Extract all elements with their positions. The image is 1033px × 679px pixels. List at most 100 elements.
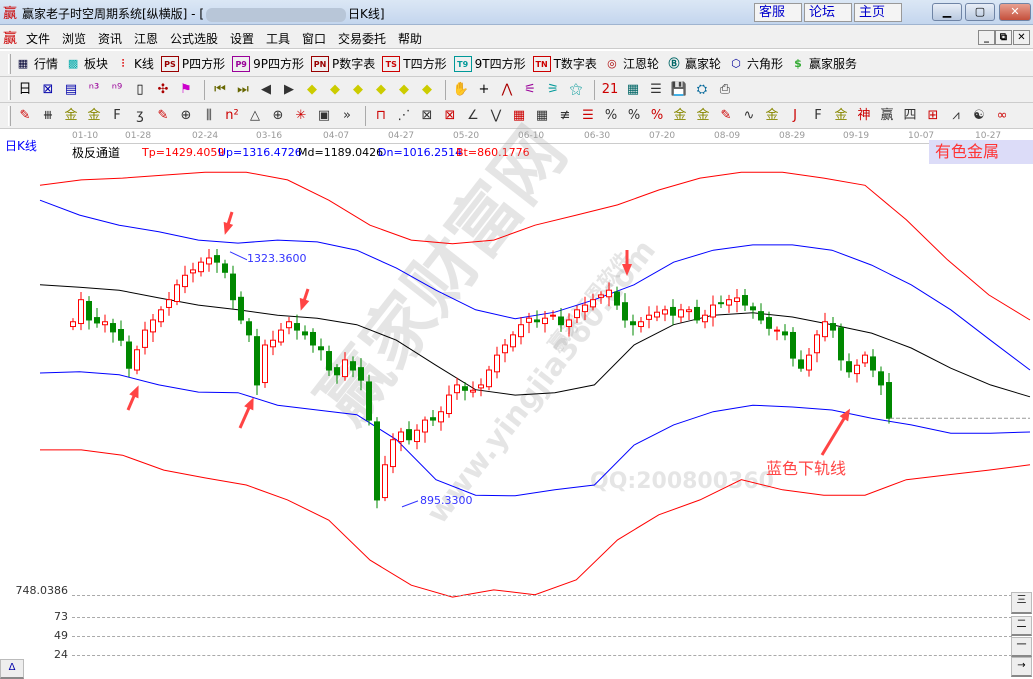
menu-trade[interactable]: 交易委托: [338, 32, 387, 46]
pane-two-button[interactable]: 二: [1011, 616, 1032, 636]
fan1-icon[interactable]: ⋰: [397, 107, 411, 123]
candle-type-icon[interactable]: ▯: [136, 81, 144, 97]
bars-icon[interactable]: ⫼: [206, 107, 212, 123]
customer-service-button[interactable]: 客服: [754, 3, 802, 22]
trend-icon[interactable]: ⩘: [952, 107, 960, 123]
network-icon[interactable]: ⛭: [696, 81, 708, 97]
menu-settings[interactable]: 设置: [230, 32, 255, 46]
pct2-icon[interactable]: %: [627, 107, 641, 123]
gold2-icon[interactable]: 金: [87, 107, 101, 123]
prev-icon[interactable]: ◀: [261, 81, 271, 97]
draw1-icon[interactable]: ⚟: [524, 81, 536, 97]
menu-news[interactable]: 资讯: [98, 32, 123, 46]
toolbar-item-quote-table[interactable]: ▦ 行情: [15, 55, 58, 72]
diamond-right-icon[interactable]: ◆: [330, 81, 340, 97]
diamond-v-icon[interactable]: ◆: [422, 81, 432, 97]
toolbar-item-big-wheel[interactable]: Ⓑ 赢家轮: [666, 55, 721, 72]
pen3-icon[interactable]: ✎: [720, 107, 732, 123]
calendar-icon[interactable]: 21: [601, 81, 619, 97]
flag-icon[interactable]: ⚑: [180, 81, 192, 97]
triangle-icon[interactable]: △: [250, 107, 260, 123]
toolbar-item-candlestick[interactable]: ⫶ K线: [115, 55, 154, 72]
next-icon[interactable]: ▶: [284, 81, 294, 97]
hatch-icon[interactable]: ≢: [559, 107, 571, 123]
f2-icon[interactable]: F: [814, 107, 822, 123]
spiral-icon[interactable]: ʒ: [136, 107, 144, 123]
period9-icon[interactable]: ⁿ⁹: [111, 81, 123, 97]
arrow-right-button[interactable]: →: [1011, 657, 1032, 677]
gold6-icon[interactable]: 金: [834, 107, 848, 123]
toolbar-item-ps[interactable]: PS P四方形: [160, 55, 225, 72]
line-icon[interactable]: ⋀: [501, 81, 513, 97]
fan2-icon[interactable]: ⊠: [421, 107, 433, 123]
mdi-minimize-button[interactable]: _: [978, 30, 995, 45]
grid3-icon[interactable]: ▦: [535, 107, 549, 123]
maximize-button[interactable]: ▢: [965, 3, 995, 21]
list-icon[interactable]: ☰: [650, 81, 662, 97]
circle-icon[interactable]: ⊕: [180, 107, 192, 123]
delta-button[interactable]: Δ: [0, 659, 24, 679]
target-icon[interactable]: ⊕: [272, 107, 284, 123]
box-icon[interactable]: ⊓: [375, 107, 387, 123]
infinity-icon[interactable]: ∞: [996, 107, 1008, 123]
shen-icon[interactable]: 神: [857, 107, 871, 123]
draw2-icon[interactable]: ⚞: [547, 81, 559, 97]
toolbar-item-hexagon[interactable]: ⬡ 六角形: [728, 55, 783, 72]
fan3-icon[interactable]: ⊠: [444, 107, 456, 123]
f-icon[interactable]: F: [113, 107, 121, 123]
toolbar-item-gann-wheel[interactable]: ◎ 江恩轮: [604, 55, 659, 72]
mdi-restore-button[interactable]: ⧉: [995, 30, 1012, 45]
grid4-icon[interactable]: ⊞: [927, 107, 939, 123]
wave-icon[interactable]: ∿: [743, 107, 755, 123]
list2-icon[interactable]: ☰: [582, 107, 594, 123]
menu-browse[interactable]: 浏览: [62, 32, 87, 46]
toolbar-item-dollar[interactable]: $ 赢家服务: [790, 55, 857, 72]
last-icon[interactable]: ⏭: [237, 81, 249, 97]
gold5-icon[interactable]: 金: [765, 107, 779, 123]
grid-icon[interactable]: ⧻: [42, 107, 54, 123]
web-icon[interactable]: ✳: [295, 107, 307, 123]
menu-gann[interactable]: 江恩: [134, 32, 159, 46]
toolbar-item-sector-blocks[interactable]: ▩ 板块: [65, 55, 108, 72]
menu-formula[interactable]: 公式选股: [170, 32, 219, 46]
day-period-icon[interactable]: 日: [18, 81, 32, 97]
toolbar-item-ts[interactable]: TS T四方形: [382, 55, 447, 72]
kline-chart[interactable]: 01-10 01-28 02-24 03-16 04-07 04-27 05-20 06-10…: [0, 112, 1033, 679]
gold1-icon[interactable]: 金: [64, 107, 78, 123]
taiji-icon[interactable]: ☯: [973, 107, 985, 123]
pen2-icon[interactable]: ✎: [157, 107, 169, 123]
homepage-button[interactable]: 主页: [854, 3, 902, 22]
zoom-chart-icon[interactable]: ⊠: [42, 81, 54, 97]
notes-icon[interactable]: ▤: [64, 81, 78, 97]
print-icon[interactable]: ⎙: [719, 81, 731, 97]
menu-window[interactable]: 窗口: [302, 32, 327, 46]
save-icon[interactable]: 💾: [670, 81, 688, 97]
toolbar-item-tn[interactable]: TN T数字表: [532, 55, 597, 72]
minimize-button[interactable]: ▁: [932, 3, 962, 21]
period3-icon[interactable]: ⁿ³: [88, 81, 100, 97]
toolbar-item-p9[interactable]: P9 9P四方形: [232, 55, 304, 72]
pane-one-button[interactable]: 一: [1011, 637, 1032, 657]
n2-icon[interactable]: n²: [225, 107, 239, 123]
toolbar-grip[interactable]: [8, 53, 11, 74]
indicator-icon[interactable]: ✣: [157, 81, 169, 97]
gold3-icon[interactable]: 金: [673, 107, 687, 123]
crosshair-icon[interactable]: +: [478, 81, 490, 97]
diamond-h-icon[interactable]: ◆: [353, 81, 363, 97]
toolbar-grip[interactable]: [8, 79, 11, 100]
draw3-icon[interactable]: ⚝: [569, 81, 583, 97]
pen-icon[interactable]: ✎: [19, 107, 31, 123]
toolbar-item-t9[interactable]: T9 9T四方形: [453, 55, 526, 72]
calculator-icon[interactable]: ▦: [626, 81, 640, 97]
ying-icon[interactable]: 赢: [880, 107, 894, 123]
forum-button[interactable]: 论坛: [804, 3, 852, 22]
menu-file[interactable]: 文件: [26, 32, 51, 46]
menu-tools[interactable]: 工具: [266, 32, 291, 46]
close-button[interactable]: ✕: [999, 3, 1031, 21]
gold4-icon[interactable]: 金: [696, 107, 710, 123]
toolbar-grip[interactable]: [8, 105, 11, 126]
hand-icon[interactable]: ✋: [452, 81, 470, 97]
zig-icon[interactable]: ⋁: [490, 107, 502, 123]
grid2-icon[interactable]: ▦: [512, 107, 526, 123]
square-icon[interactable]: ▣: [317, 107, 331, 123]
